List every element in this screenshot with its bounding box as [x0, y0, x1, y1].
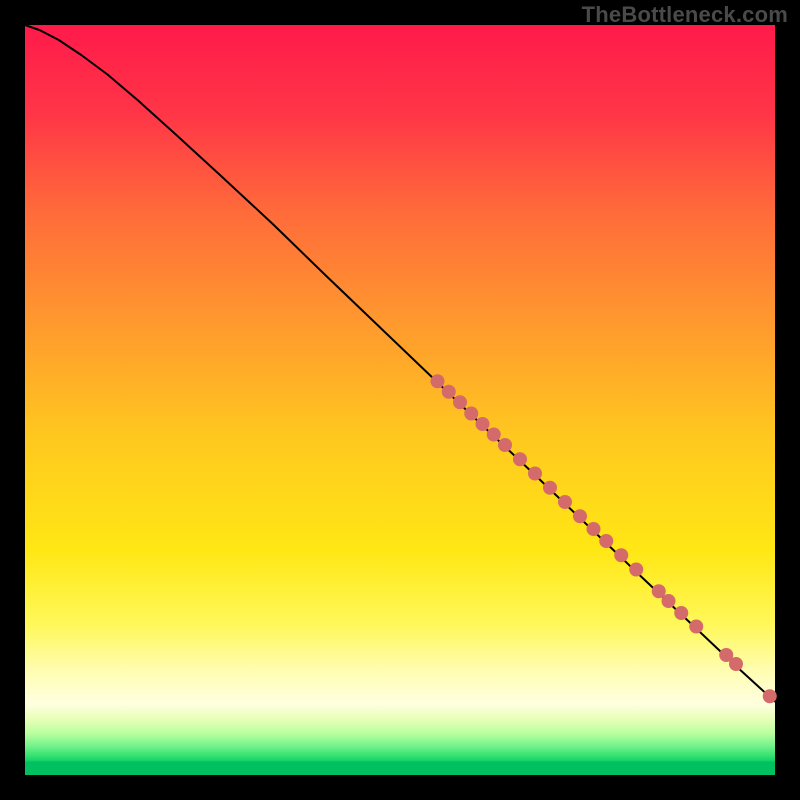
- watermark-label: TheBottleneck.com: [582, 2, 788, 28]
- curve-marker: [689, 620, 703, 634]
- gradient-background: [25, 25, 775, 775]
- curve-marker: [614, 548, 628, 562]
- curve-marker: [528, 467, 542, 481]
- curve-marker: [558, 495, 572, 509]
- curve-marker: [464, 407, 478, 421]
- curve-marker: [431, 374, 445, 388]
- gradient-chart: [0, 0, 800, 800]
- curve-marker: [587, 522, 601, 536]
- curve-marker: [476, 417, 490, 431]
- curve-marker: [487, 428, 501, 442]
- curve-marker: [543, 481, 557, 495]
- curve-marker: [729, 657, 743, 671]
- chart-canvas: TheBottleneck.com: [0, 0, 800, 800]
- curve-marker: [453, 395, 467, 409]
- curve-marker: [599, 534, 613, 548]
- curve-marker: [498, 438, 512, 452]
- curve-marker: [442, 385, 456, 399]
- curve-marker: [513, 452, 527, 466]
- green-bottom-strip: [25, 762, 775, 776]
- curve-marker: [662, 594, 676, 608]
- curve-marker: [629, 563, 643, 577]
- curve-marker: [573, 509, 587, 523]
- curve-marker: [763, 689, 777, 703]
- curve-marker: [674, 606, 688, 620]
